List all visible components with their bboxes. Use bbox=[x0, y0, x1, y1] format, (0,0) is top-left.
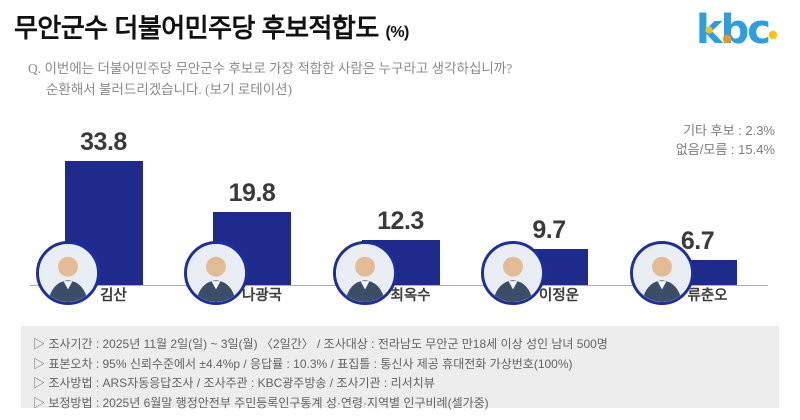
methodology-note: ▷ 조사방법 : ARS자동응답조사 / 조사주관 : KBC광주방송 / 조사… bbox=[33, 376, 435, 390]
side-stats: 기타 후보 : 2.3% 없음/모름 : 15.4% bbox=[676, 121, 775, 159]
bar-value-label: 12.3 bbox=[377, 207, 424, 235]
logo-yellow-accent-icon bbox=[705, 26, 713, 34]
candidate-name: 류춘오 bbox=[687, 288, 728, 304]
candidate-photo bbox=[332, 241, 397, 305]
logo-orange-accent-icon bbox=[722, 34, 732, 44]
person-icon bbox=[484, 244, 542, 302]
kbc-logo: kbc bbox=[696, 7, 778, 52]
person-icon bbox=[187, 244, 245, 302]
survey-question: Q. 이번에는 더불어민주당 무안군수 후보로 가장 적합한 사람은 누구라고 … bbox=[28, 58, 512, 100]
side-stat-line: 기타 후보 : 2.3% bbox=[683, 123, 775, 138]
logo-yellow-dot-icon bbox=[768, 30, 778, 40]
candidate-name: 나광국 bbox=[241, 288, 283, 304]
survey-question-line2: 순환해서 불러드리겠습니다. (보기 로테이션) bbox=[46, 82, 293, 97]
person-icon bbox=[335, 244, 394, 302]
methodology-box: ▷ 조사기간 : 2025년 11월 2일(일) ~ 3일(월) 〈2일간〉 /… bbox=[21, 326, 779, 410]
person-icon bbox=[38, 244, 97, 302]
survey-question-line1: Q. 이번에는 더불어민주당 무안군수 후보로 가장 적합한 사람은 누구라고 … bbox=[28, 61, 513, 76]
candidate-photo bbox=[481, 241, 545, 305]
page-title: 무안군수 더불어민주당 후보적합도 (%) bbox=[14, 8, 409, 45]
page-title-unit: (%) bbox=[385, 24, 409, 41]
axis-baseline bbox=[30, 285, 768, 286]
bar-value-label: 9.7 bbox=[532, 216, 566, 244]
page-title-text: 무안군수 더불어민주당 후보적합도 bbox=[14, 13, 379, 43]
candidate-name: 이정운 bbox=[538, 288, 580, 304]
candidate-photo bbox=[184, 241, 248, 305]
bar-value-label: 19.8 bbox=[228, 179, 276, 207]
candidate-name: 김산 bbox=[100, 288, 127, 304]
candidate-photo bbox=[629, 241, 694, 305]
candidate-name: 최옥수 bbox=[390, 288, 431, 304]
bar-value-label: 33.8 bbox=[80, 128, 127, 156]
methodology-note: ▷ 보정방법 : 2025년 6월말 행정안전부 주민등록인구통계 성·연령·지… bbox=[33, 395, 489, 410]
person-icon bbox=[632, 244, 691, 302]
methodology-note: ▷ 조사기간 : 2025년 11월 2일(일) ~ 3일(월) 〈2일간〉 /… bbox=[33, 337, 608, 351]
bar-value-label: 6.7 bbox=[680, 227, 715, 255]
side-stat-line: 없음/모름 : 15.4% bbox=[675, 142, 775, 157]
candidate-photo bbox=[35, 241, 100, 305]
methodology-note: ▷ 표본오차 : 95% 신뢰수준에서 ±4.4%p / 응답률 : 10.3%… bbox=[33, 356, 573, 371]
